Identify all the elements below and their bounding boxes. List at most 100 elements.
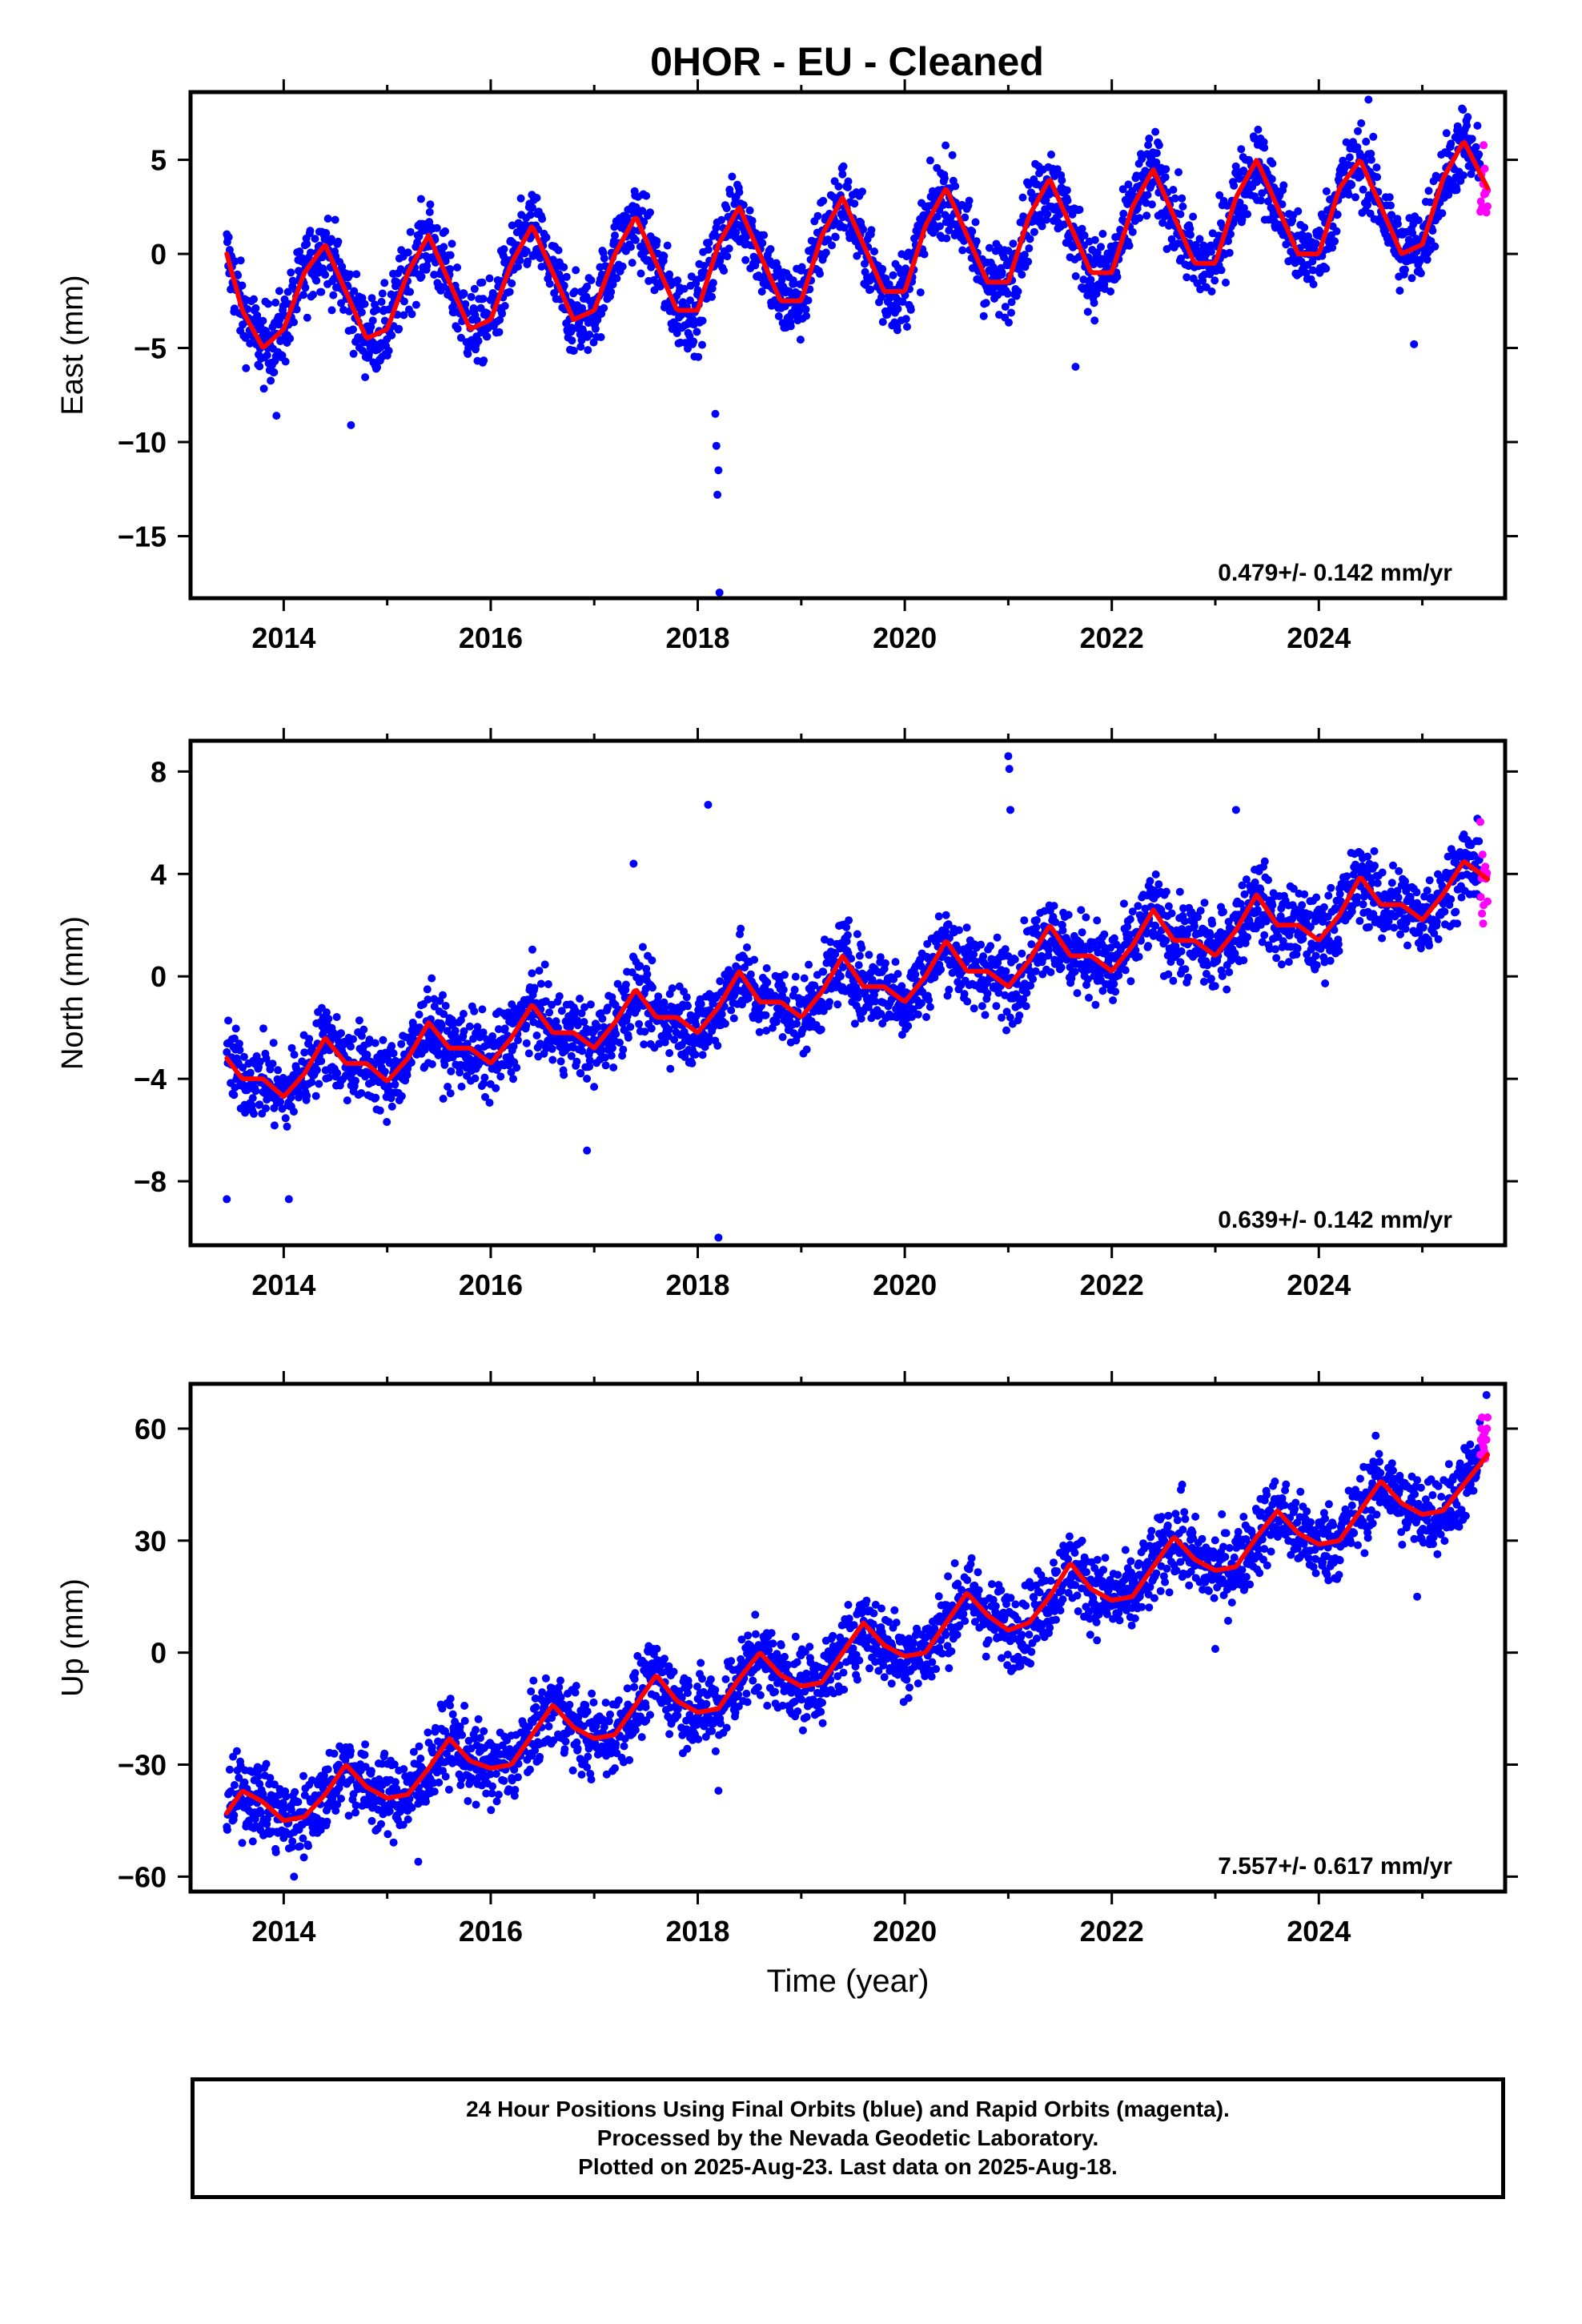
- final-orbit-point: [397, 1092, 406, 1100]
- final-orbit-point: [1239, 203, 1248, 212]
- final-orbit-point: [778, 1033, 787, 1041]
- final-orbit-point: [1282, 240, 1291, 249]
- final-orbit-point: [571, 1007, 580, 1015]
- final-orbit-point: [1179, 904, 1187, 913]
- final-orbit-point: [1164, 970, 1173, 979]
- final-orbit-point: [1085, 993, 1093, 1002]
- final-orbit-point: [470, 1007, 479, 1015]
- final-orbit-point: [1027, 940, 1036, 949]
- final-orbit-point: [942, 234, 951, 243]
- final-orbit-point: [448, 239, 456, 248]
- final-orbit-point: [1284, 958, 1293, 967]
- final-orbit-point: [471, 1074, 480, 1083]
- final-orbit-point: [665, 1025, 673, 1034]
- final-orbit-point: [790, 279, 798, 288]
- final-orbit-point: [583, 282, 592, 291]
- final-orbit-point: [1009, 239, 1018, 248]
- final-orbit-point: [580, 1003, 589, 1011]
- final-orbit-point: [1171, 942, 1180, 951]
- final-orbit-point: [774, 312, 783, 320]
- final-orbit-point: [1272, 954, 1281, 963]
- final-orbit-point: [908, 1012, 916, 1021]
- final-orbit-point: [1408, 228, 1417, 237]
- final-orbit-point: [608, 1043, 616, 1052]
- final-orbit-point: [371, 1039, 379, 1047]
- final-orbit-point: [1322, 187, 1331, 195]
- final-orbit-point: [483, 332, 492, 341]
- final-orbit-point: [387, 1102, 396, 1111]
- final-orbit-point: [698, 316, 707, 325]
- final-orbit-point: [1002, 967, 1010, 975]
- final-orbit-point: [885, 280, 893, 289]
- final-orbit-point: [423, 985, 432, 994]
- final-orbit-point: [1385, 193, 1394, 202]
- final-orbit-point: [1077, 906, 1086, 915]
- final-orbit-point: [430, 1002, 439, 1011]
- final-orbit-point: [1053, 165, 1062, 174]
- plot-title: 0HOR - EU - Cleaned: [650, 39, 1044, 84]
- final-orbit-point: [1093, 916, 1102, 925]
- final-orbit-point: [1322, 264, 1331, 273]
- final-orbit-point: [1304, 232, 1312, 240]
- final-orbit-point: [508, 279, 516, 287]
- final-orbit-point: [671, 1021, 680, 1030]
- final-orbit-point: [853, 993, 862, 1002]
- final-orbit-point: [1031, 967, 1040, 975]
- final-orbit-point: [420, 1045, 429, 1054]
- final-orbit-point: [755, 1027, 764, 1036]
- final-orbit-point: [1242, 875, 1251, 884]
- final-orbit-point: [259, 1024, 267, 1033]
- final-orbit-point: [951, 182, 960, 191]
- final-orbit-point: [642, 191, 651, 200]
- final-orbit-point: [571, 287, 579, 296]
- final-orbit-point: [367, 294, 376, 303]
- final-orbit-point: [1199, 276, 1207, 285]
- final-orbit-point: [600, 254, 608, 263]
- final-orbit-point: [1260, 143, 1269, 152]
- final-orbit-point: [773, 263, 782, 272]
- final-orbit-point: [618, 262, 627, 271]
- final-orbit-point: [322, 229, 331, 238]
- final-orbit-point: [1235, 198, 1244, 207]
- final-orbit-point: [1046, 968, 1055, 976]
- final-orbit-point: [1010, 955, 1019, 963]
- final-orbit-point: [926, 1003, 934, 1011]
- final-orbit-point: [230, 1091, 239, 1100]
- final-orbit-point: [1207, 287, 1216, 296]
- final-orbit-point: [893, 970, 902, 979]
- final-orbit-point: [666, 1064, 675, 1073]
- final-orbit-point: [281, 357, 290, 366]
- final-orbit-point: [576, 1069, 585, 1078]
- final-orbit-point: [1353, 143, 1362, 151]
- final-orbit-point: [1060, 220, 1069, 229]
- final-orbit-point: [586, 1000, 595, 1009]
- final-orbit-point: [400, 311, 408, 320]
- final-orbit-point: [1001, 303, 1010, 312]
- final-orbit-point: [1050, 902, 1058, 911]
- final-orbit-point: [1311, 951, 1320, 960]
- final-orbit-point: [834, 182, 843, 191]
- final-orbit-point: [1036, 211, 1045, 219]
- final-orbit-point: [684, 1002, 692, 1011]
- final-orbit-point: [926, 156, 934, 165]
- final-orbit-point: [802, 312, 811, 320]
- final-orbit-point: [1174, 168, 1182, 176]
- final-orbit-point: [1251, 878, 1259, 887]
- final-orbit-point: [772, 1018, 781, 1027]
- final-orbit-point: [578, 1047, 587, 1055]
- final-orbit-point: [728, 172, 737, 181]
- final-orbit-point: [1278, 200, 1287, 209]
- final-orbit-point: [460, 289, 468, 298]
- y-tick-label: 0: [151, 238, 167, 271]
- final-orbit-point: [978, 1002, 986, 1011]
- final-orbit-point: [1416, 269, 1425, 278]
- final-orbit-point: [1126, 915, 1134, 923]
- final-orbit-point: [537, 263, 546, 271]
- final-orbit-point: [236, 256, 245, 265]
- outlier-point: [1071, 363, 1080, 372]
- final-orbit-point: [1020, 251, 1029, 259]
- final-orbit-point: [889, 271, 897, 279]
- final-orbit-point: [781, 971, 789, 979]
- final-orbit-point: [801, 305, 810, 314]
- final-orbit-point: [1007, 298, 1016, 307]
